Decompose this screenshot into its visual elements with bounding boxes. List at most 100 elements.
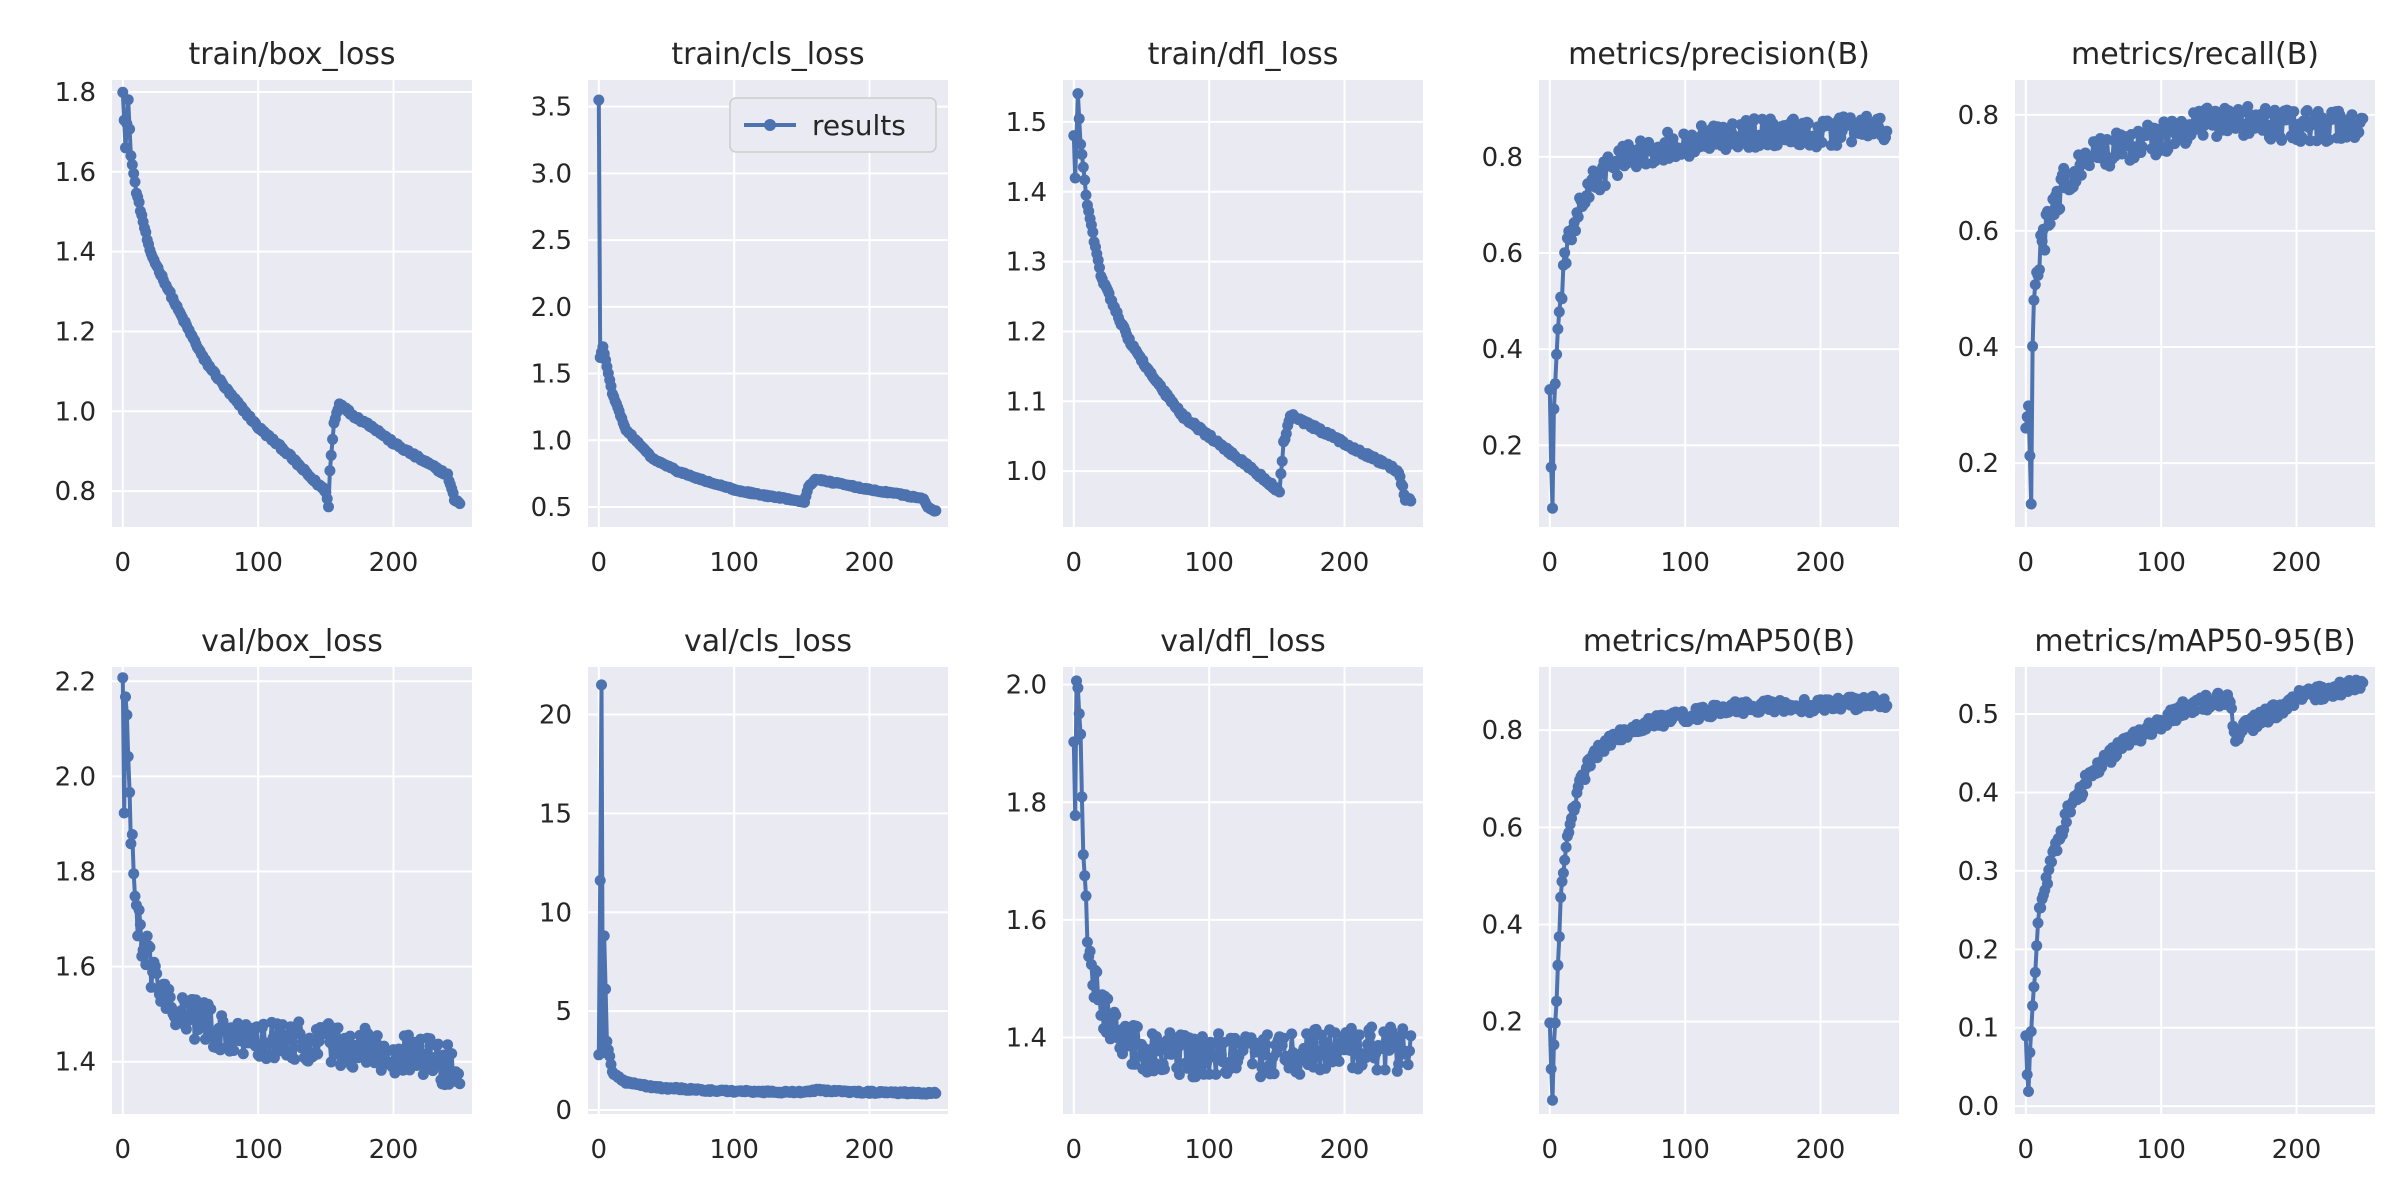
data-point <box>2024 1047 2036 1058</box>
plot-area <box>588 667 948 1114</box>
series-markers <box>117 672 466 1091</box>
data-point <box>2136 141 2148 153</box>
x-tick-label: 200 <box>2272 548 2322 578</box>
data-point <box>2031 940 2043 952</box>
legend-marker-swatch <box>764 119 776 131</box>
data-point <box>1405 1030 1417 1042</box>
data-point <box>593 94 605 106</box>
x-tick-label: 0 <box>591 1135 608 1165</box>
y-tick-label: 0.8 <box>1482 143 1523 173</box>
data-point <box>1159 1063 1170 1075</box>
y-tick-label: 2.5 <box>531 226 572 256</box>
y-tick-label: 3.5 <box>531 93 572 123</box>
data-point <box>1572 211 1584 223</box>
data-point <box>1079 174 1091 186</box>
subplot-title: train/box_loss <box>188 37 395 72</box>
data-point <box>601 1035 613 1047</box>
data-point <box>324 465 336 477</box>
data-point <box>1552 323 1564 335</box>
y-tick-label: 0.6 <box>1958 217 1999 247</box>
x-tick-label: 100 <box>1184 548 1234 578</box>
data-point <box>2318 123 2330 135</box>
data-point <box>1149 1057 1161 1069</box>
y-tick-label: 0.2 <box>1958 449 1999 479</box>
subplot-8: 0 100 200 0.2 0.4 0.6 0.8 metrics/mAP50(B) <box>1482 624 1899 1165</box>
data-point <box>1069 172 1081 184</box>
data-point <box>121 709 133 721</box>
data-point <box>596 679 607 691</box>
subplot-5: 0 100 200 1.4 1.6 1.8 2.0 2.2 val/box_loss <box>55 624 472 1165</box>
data-point <box>1371 1064 1383 1076</box>
y-tick-label: 20 <box>539 700 572 730</box>
data-point <box>432 1038 444 1050</box>
subplot-3: 0 100 200 0.2 0.4 0.6 0.8 metrics/precision(B) <box>1482 37 1899 578</box>
data-point <box>325 1056 337 1068</box>
data-point <box>2036 235 2048 247</box>
y-tick-label: 1.2 <box>55 317 96 347</box>
data-point <box>1549 1017 1561 1029</box>
x-tick-label: 0 <box>1066 1135 1083 1165</box>
data-point <box>325 449 337 461</box>
x-tick-label: 100 <box>709 1135 759 1165</box>
series-markers <box>1544 690 1893 1106</box>
data-point <box>133 904 145 916</box>
data-point <box>236 1028 248 1040</box>
data-point <box>1176 1038 1188 1050</box>
data-point <box>289 1053 301 1065</box>
legend-label: results <box>812 109 906 142</box>
data-point <box>1560 257 1572 269</box>
data-point <box>1210 1068 1222 1080</box>
data-point <box>1129 1058 1141 1070</box>
data-point <box>164 991 176 1003</box>
x-tick-label: 200 <box>1320 548 1370 578</box>
data-point <box>1268 1068 1280 1080</box>
subplot-1: 0 100 200 0.5 1.0 1.5 2.0 2.5 3.0 3.5 train/cls_lo… <box>531 37 948 578</box>
plot-area <box>1539 667 1899 1114</box>
data-point <box>1360 1052 1372 1063</box>
data-point <box>1260 1039 1272 1051</box>
x-tick-label: 100 <box>709 548 759 578</box>
y-tick-label: 1.0 <box>531 426 572 456</box>
data-point <box>2035 902 2047 914</box>
plot-area <box>1539 80 1899 527</box>
subplot-title: metrics/recall(B) <box>2071 37 2319 72</box>
series-markers <box>2020 101 2369 510</box>
data-point <box>1556 876 1568 887</box>
data-point <box>2346 109 2358 121</box>
data-point <box>2242 101 2254 112</box>
data-point <box>1080 189 1092 201</box>
data-point <box>1570 800 1581 812</box>
y-tick-label: 10 <box>539 898 572 928</box>
data-point <box>120 691 131 703</box>
data-point <box>1073 113 1085 125</box>
x-tick-label: 200 <box>2272 1135 2322 1165</box>
data-point <box>2065 806 2076 818</box>
data-point <box>1286 1028 1298 1040</box>
data-point <box>1255 1071 1267 1083</box>
y-tick-label: 0.8 <box>55 477 96 507</box>
data-point <box>1393 1058 1405 1070</box>
y-tick-label: 0.6 <box>1482 813 1523 843</box>
data-point <box>1201 1057 1212 1069</box>
data-point <box>125 838 137 850</box>
data-point <box>1125 1029 1137 1041</box>
data-point <box>128 868 140 880</box>
data-point <box>191 1009 203 1021</box>
data-point <box>117 672 129 684</box>
data-point <box>1110 1009 1122 1021</box>
data-point <box>1333 1055 1345 1067</box>
x-tick-label: 0 <box>591 548 608 578</box>
data-point <box>347 1061 359 1073</box>
data-point <box>1071 130 1082 142</box>
x-tick-label: 0 <box>1066 548 1083 578</box>
data-point <box>1405 495 1417 507</box>
data-point <box>1555 891 1567 903</box>
series-markers <box>1068 88 1417 507</box>
data-point <box>424 1033 436 1045</box>
y-tick-label: 15 <box>539 799 572 829</box>
data-point <box>1196 1031 1208 1043</box>
data-point <box>2226 702 2237 714</box>
data-point <box>300 1042 311 1054</box>
y-tick-label: 3.0 <box>531 159 572 189</box>
data-point <box>1068 736 1080 748</box>
